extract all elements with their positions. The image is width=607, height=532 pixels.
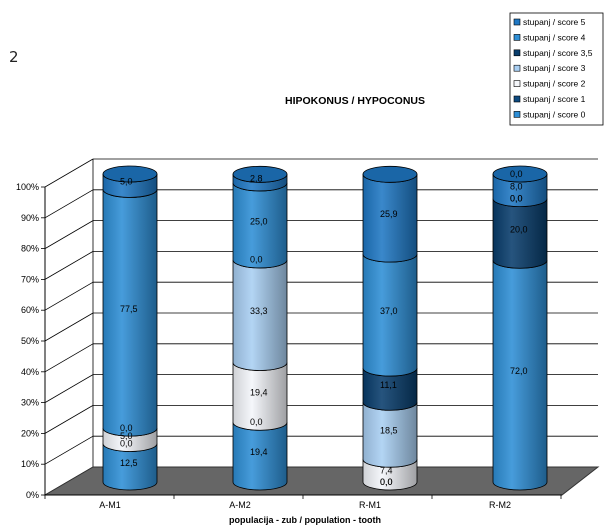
legend-swatch	[513, 49, 521, 57]
bar-top-cap	[232, 165, 288, 183]
data-label: 37,0	[380, 306, 398, 316]
y-tick-label: 30%	[21, 398, 39, 408]
legend-label: stupanj / score 2	[523, 79, 586, 89]
data-label: 33,3	[250, 306, 268, 316]
data-label: 0,0	[380, 477, 393, 487]
legend-label: stupanj / score 3	[523, 63, 586, 73]
data-label: 5,0	[120, 177, 133, 187]
y-tick-label: 80%	[21, 244, 39, 254]
data-label: 20,0	[510, 224, 528, 234]
grid-line	[44, 435, 94, 465]
legend: stupanj / score 5 stupanj / score 4 stupan…	[509, 12, 604, 126]
x-tick-label: R-M2	[489, 500, 511, 510]
grid-line	[44, 220, 94, 249]
y-tick-label: 90%	[21, 213, 39, 223]
data-label: 12,5	[120, 458, 138, 468]
x-tick-label: A-M2	[229, 500, 251, 510]
data-label: 0,0	[120, 439, 133, 449]
data-label: 0,0	[510, 169, 523, 179]
data-label: 0,0	[510, 194, 523, 204]
data-label: 8,0	[510, 181, 523, 191]
bar-group	[102, 165, 548, 491]
y-axis: 0% 10% 20% 30% 40% 50% 60% 70% 80% 90% 100%	[16, 182, 46, 500]
legend-label: stupanj / score 1	[523, 94, 586, 104]
grid-line	[44, 312, 94, 342]
chart-title: HIPOKONUS / HYPOCONUS	[285, 95, 425, 107]
data-label: 19,4	[250, 447, 268, 457]
data-label: 2,8	[250, 174, 263, 184]
data-label: 18,5	[380, 426, 398, 436]
grid-line	[44, 374, 94, 403]
legend-swatch	[513, 111, 521, 118]
grid-line	[44, 158, 94, 188]
data-labels: 12,50,05,00,077,55,019,40,019,433,325,02…	[120, 169, 528, 487]
x-axis-title: populacija - zub / population - tooth	[229, 515, 381, 525]
data-label: 77,5	[120, 304, 138, 314]
data-label: 0,0	[120, 423, 133, 433]
x-axis: A-M1 A-M2 R-M1 R-M2	[44, 494, 562, 510]
y-tick-label: 40%	[21, 367, 39, 377]
y-tick-label: 70%	[21, 274, 39, 284]
data-label: 0,0	[380, 477, 393, 487]
grid-line	[44, 343, 94, 373]
data-label: 0,0	[250, 417, 263, 427]
figure-number: 2	[9, 48, 19, 66]
data-label: 5,0	[120, 431, 133, 441]
data-label: 7,4	[380, 466, 393, 476]
y-tick-label: 0%	[26, 490, 39, 500]
data-label: 25,0	[250, 216, 268, 226]
legend-swatch	[513, 34, 521, 41]
legend-swatch	[513, 64, 521, 72]
grid-line	[44, 281, 94, 311]
y-tick-label: 100%	[16, 182, 39, 192]
data-label: 0,0	[510, 194, 523, 204]
legend-label: stupanj / score 5	[523, 17, 586, 27]
legend-label: stupanj / score 4	[523, 32, 586, 42]
data-label: 25,9	[380, 209, 398, 219]
legend-swatch	[513, 18, 521, 26]
y-tick-label: 10%	[21, 459, 39, 469]
x-tick-label: A-M1	[99, 500, 121, 510]
data-label: 19,4	[250, 387, 268, 397]
bar-top-cap	[362, 165, 418, 183]
grid-line	[44, 189, 94, 219]
legend-swatch	[513, 80, 521, 87]
data-label: 0,0	[250, 255, 263, 265]
x-tick-label: R-M1	[359, 500, 381, 510]
legend-label: stupanj / score 0	[523, 109, 586, 119]
legend-swatch	[513, 95, 521, 103]
bar-top-cap	[492, 165, 548, 183]
grid-line	[44, 251, 94, 280]
bar-top-cap	[102, 165, 158, 183]
data-label: 72,0	[510, 366, 528, 376]
data-label: 11,1	[380, 380, 397, 390]
legend-box	[509, 12, 604, 126]
y-tick-label: 20%	[21, 428, 39, 438]
grid-line	[44, 405, 94, 434]
y-tick-label: 60%	[21, 305, 39, 315]
legend-label: stupanj / score 3,5	[523, 48, 593, 58]
y-tick-label: 50%	[21, 336, 39, 346]
